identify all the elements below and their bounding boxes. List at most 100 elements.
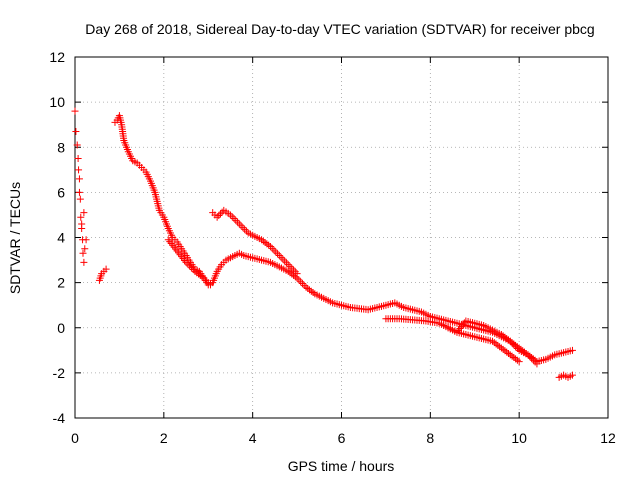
data-point: [295, 276, 303, 284]
data-point: [529, 356, 537, 364]
data-point: [167, 240, 175, 248]
y-tick-label: 10: [49, 94, 65, 110]
data-point: [304, 284, 312, 292]
data-point: [261, 238, 269, 246]
data-point: [286, 269, 294, 277]
data-point: [184, 260, 192, 268]
data-point: [306, 286, 314, 294]
data-point: [512, 343, 520, 351]
data-point: [78, 220, 86, 228]
data-point: [216, 210, 224, 218]
data-point: [73, 141, 81, 149]
data-point: [568, 346, 576, 354]
data-point: [232, 216, 240, 224]
data-point: [489, 337, 497, 345]
data-point: [503, 335, 511, 343]
data-point: [228, 213, 236, 221]
data-point: [76, 195, 84, 203]
data-point: [175, 249, 183, 257]
data-point: [193, 269, 201, 277]
y-tick-label: -2: [53, 365, 66, 381]
data-point: [79, 249, 87, 257]
data-point: [497, 331, 505, 339]
data-point: [82, 236, 90, 244]
data-point: [281, 257, 289, 265]
series-segment-d: [444, 317, 541, 368]
data-point: [524, 351, 532, 359]
x-tick-label: 4: [249, 430, 257, 446]
data-point: [72, 127, 80, 135]
data-point: [206, 281, 214, 289]
data-point: [198, 273, 206, 281]
data-point: [179, 255, 187, 263]
data-point: [510, 354, 518, 362]
data-point: [239, 224, 247, 232]
data-point: [258, 236, 266, 244]
data-point: [176, 251, 184, 259]
data-point: [284, 267, 292, 275]
data-point: [272, 248, 280, 256]
x-tick-label: 10: [511, 430, 527, 446]
data-point: [196, 271, 204, 279]
data-point: [291, 268, 299, 276]
series-segment-a: [95, 265, 110, 284]
data-point: [226, 211, 234, 219]
data-point: [512, 355, 520, 363]
data-point: [265, 241, 273, 249]
data-point: [259, 237, 267, 245]
data-point: [237, 222, 245, 230]
data-point: [459, 321, 467, 329]
x-tick-label: 8: [426, 430, 434, 446]
data-point: [515, 358, 523, 366]
y-tick-labels: -4 -2 0 2 4 6 8 10 12: [49, 49, 65, 426]
y-tick-label: 2: [57, 275, 65, 291]
x-tick-labels: 0 2 4 6 8 10 12: [71, 430, 616, 446]
data-point: [75, 175, 83, 183]
data-point: [282, 259, 290, 267]
data-point: [71, 107, 79, 115]
data-point: [266, 243, 274, 251]
data-point: [215, 212, 223, 220]
data-point: [497, 344, 505, 352]
data-point: [298, 280, 306, 288]
data-point: [503, 348, 511, 356]
data-points: [71, 107, 576, 381]
axis-ticks: [74, 56, 609, 419]
y-tick-label: 0: [57, 320, 65, 336]
data-point: [506, 351, 514, 359]
data-point: [275, 252, 283, 260]
x-tick-label: 2: [160, 430, 168, 446]
data-point: [170, 243, 178, 251]
y-tick-label: 8: [57, 139, 65, 155]
data-point: [274, 250, 282, 258]
data-point: [235, 220, 243, 228]
data-point: [492, 340, 500, 348]
x-tick-label: 0: [71, 430, 79, 446]
data-point: [77, 213, 85, 221]
data-point: [499, 332, 507, 340]
data-point: [74, 155, 82, 163]
data-point: [307, 287, 315, 295]
series-main-trace-2: [164, 236, 214, 289]
series-segment-b: [209, 206, 301, 278]
data-point: [75, 166, 83, 174]
data-point: [499, 345, 507, 353]
data-point: [309, 289, 317, 297]
grid: [75, 57, 608, 418]
x-tick-label: 6: [338, 430, 346, 446]
data-point: [81, 245, 89, 253]
data-point: [186, 262, 194, 270]
data-point: [526, 353, 534, 361]
y-tick-label: -4: [53, 410, 66, 426]
data-point: [75, 188, 83, 196]
data-point: [288, 264, 296, 272]
data-point: [270, 246, 278, 254]
data-point: [191, 267, 199, 275]
data-point: [506, 337, 514, 345]
data-point: [268, 244, 276, 252]
data-point: [241, 225, 249, 233]
data-point: [501, 347, 509, 355]
data-point: [302, 283, 310, 291]
data-point: [528, 354, 536, 362]
